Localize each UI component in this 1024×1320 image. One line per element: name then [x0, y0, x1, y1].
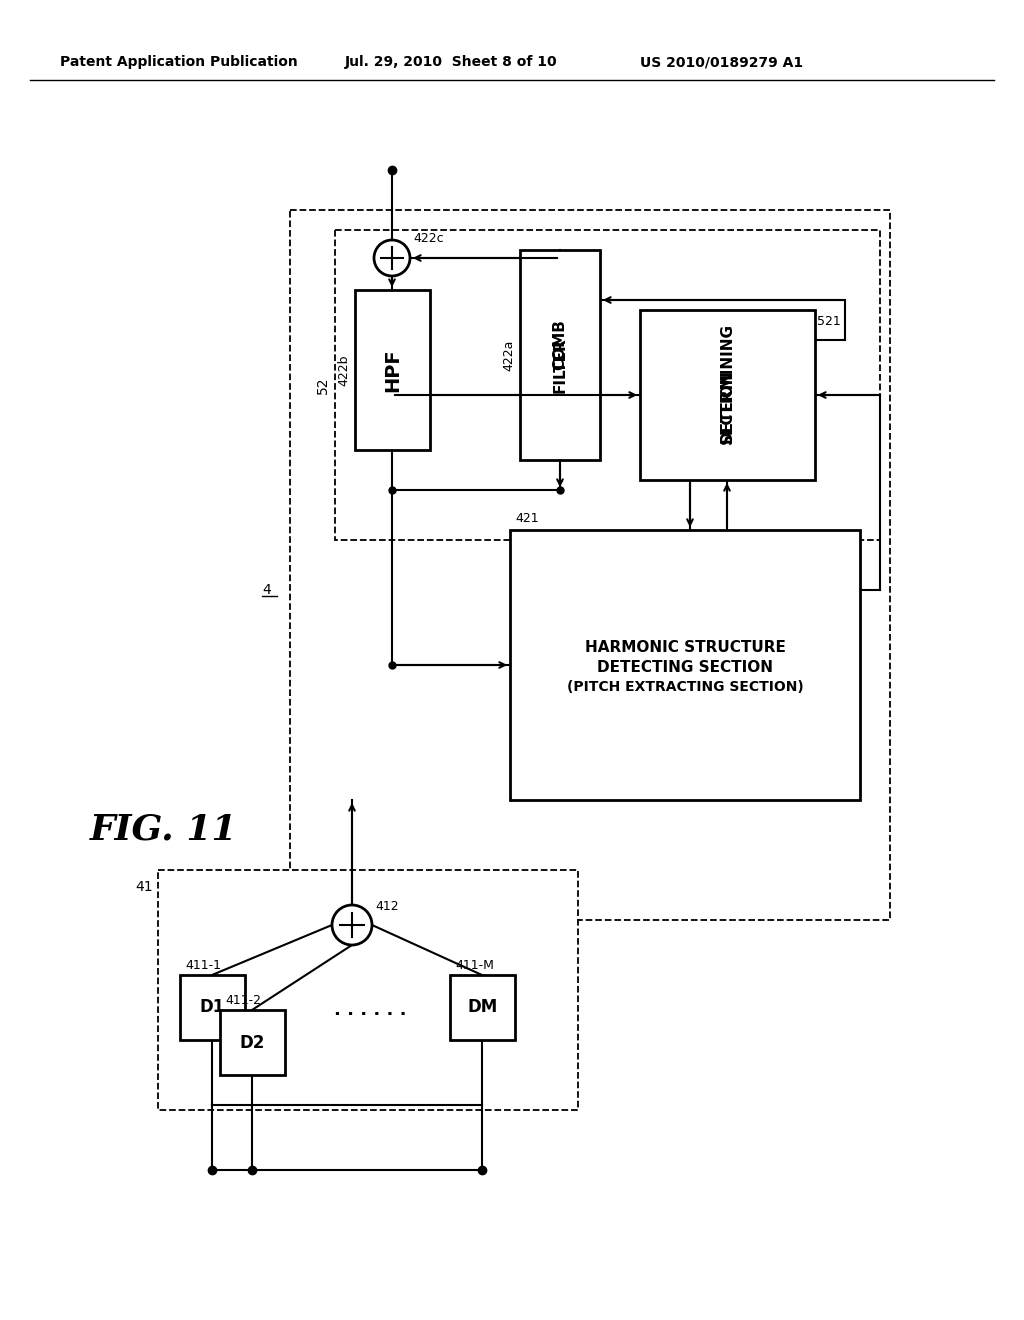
- Bar: [510, 531, 860, 800]
- Text: DM: DM: [467, 998, 498, 1016]
- Text: Jul. 29, 2010  Sheet 8 of 10: Jul. 29, 2010 Sheet 8 of 10: [345, 55, 558, 69]
- Text: 411-2: 411-2: [225, 994, 261, 1007]
- Text: Patent Application Publication: Patent Application Publication: [60, 55, 298, 69]
- Text: US 2010/0189279 A1: US 2010/0189279 A1: [640, 55, 803, 69]
- Text: 521: 521: [817, 315, 841, 327]
- Bar: [180, 975, 245, 1040]
- Bar: [290, 210, 890, 920]
- Bar: [158, 870, 578, 1110]
- Bar: [220, 1010, 285, 1074]
- Text: HPF: HPF: [383, 348, 402, 392]
- Text: (PITCH EXTRACTING SECTION): (PITCH EXTRACTING SECTION): [566, 680, 804, 694]
- Text: FIG. 11: FIG. 11: [90, 813, 238, 847]
- Bar: [450, 975, 515, 1040]
- Text: 412: 412: [375, 900, 398, 913]
- Text: 421: 421: [515, 512, 539, 525]
- Text: SECTION: SECTION: [720, 370, 735, 445]
- Text: . . . . . .: . . . . . .: [334, 1001, 407, 1019]
- Text: DETECTING SECTION: DETECTING SECTION: [597, 660, 773, 675]
- Text: HARMONIC STRUCTURE: HARMONIC STRUCTURE: [585, 639, 785, 655]
- Circle shape: [374, 240, 410, 276]
- Text: 411-M: 411-M: [455, 960, 494, 972]
- Bar: [335, 230, 880, 540]
- Text: 41: 41: [135, 880, 153, 894]
- Text: 52: 52: [316, 376, 330, 393]
- Text: 411-1: 411-1: [185, 960, 221, 972]
- Bar: [520, 249, 600, 459]
- Text: 422a: 422a: [502, 339, 515, 371]
- Text: D1: D1: [200, 998, 225, 1016]
- Text: DETERMINING: DETERMINING: [720, 323, 735, 444]
- Text: COMB: COMB: [553, 319, 567, 371]
- Text: D2: D2: [240, 1034, 265, 1052]
- Text: FILTER: FILTER: [553, 337, 567, 393]
- Text: 4: 4: [262, 583, 270, 597]
- Text: 422b: 422b: [337, 354, 350, 385]
- Bar: [640, 310, 815, 480]
- Text: 422c: 422c: [413, 231, 443, 244]
- Circle shape: [332, 906, 372, 945]
- Bar: [355, 290, 430, 450]
